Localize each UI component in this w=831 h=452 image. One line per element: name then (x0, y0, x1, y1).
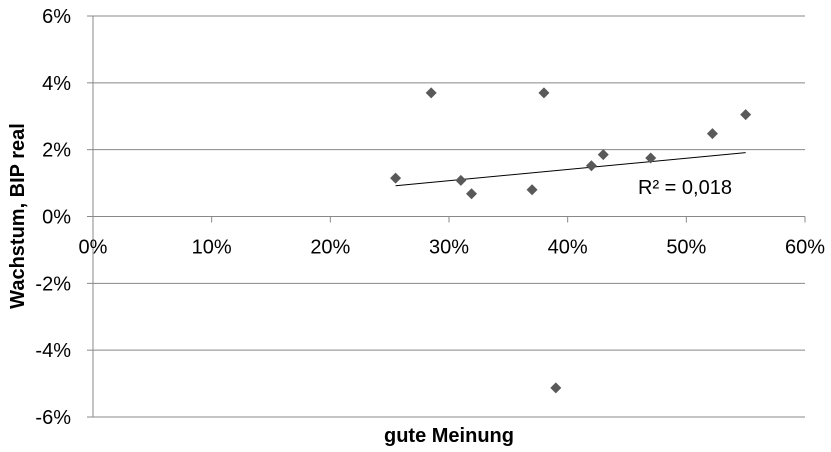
data-point (597, 149, 609, 161)
data-point (740, 109, 752, 121)
y-axis-title: Wachstum, BIP real (7, 123, 29, 309)
data-point (645, 152, 657, 164)
x-tick-label: 0% (79, 237, 108, 259)
data-point (526, 184, 538, 196)
y-tick-label: 4% (42, 73, 71, 95)
x-tick-label: 60% (785, 237, 825, 259)
tick-labels: 6% 4% 2% 0% -2% -4% -6% 0% 10% 20% 30% 40% 50% 60% (35, 6, 825, 429)
data-point (455, 174, 467, 186)
y-tick-label: -2% (35, 273, 71, 295)
x-axis-title: gute Meinung (384, 425, 514, 447)
axes (87, 15, 806, 418)
y-tick-label: -6% (35, 407, 71, 429)
x-tick-label: 30% (429, 237, 469, 259)
x-tick-label: 40% (548, 237, 588, 259)
x-tick-label: 20% (310, 237, 350, 259)
data-point (585, 160, 597, 172)
data-points (390, 87, 752, 394)
data-point (466, 188, 478, 200)
x-tick-label: 50% (666, 237, 706, 259)
y-tick-label: 0% (42, 207, 71, 229)
y-tick-label: 2% (42, 140, 71, 162)
r-squared-label: R² = 0,018 (638, 177, 732, 199)
trendline-group (395, 152, 746, 187)
y-tick-label: 6% (42, 6, 71, 28)
x-tick-label: 10% (192, 237, 232, 259)
data-point (706, 128, 718, 140)
gridlines (93, 15, 805, 418)
data-point (425, 87, 437, 99)
data-point (538, 87, 550, 99)
y-tick-label: -4% (35, 340, 71, 362)
trendline (395, 152, 746, 187)
data-point (550, 382, 562, 394)
data-point (390, 172, 402, 184)
